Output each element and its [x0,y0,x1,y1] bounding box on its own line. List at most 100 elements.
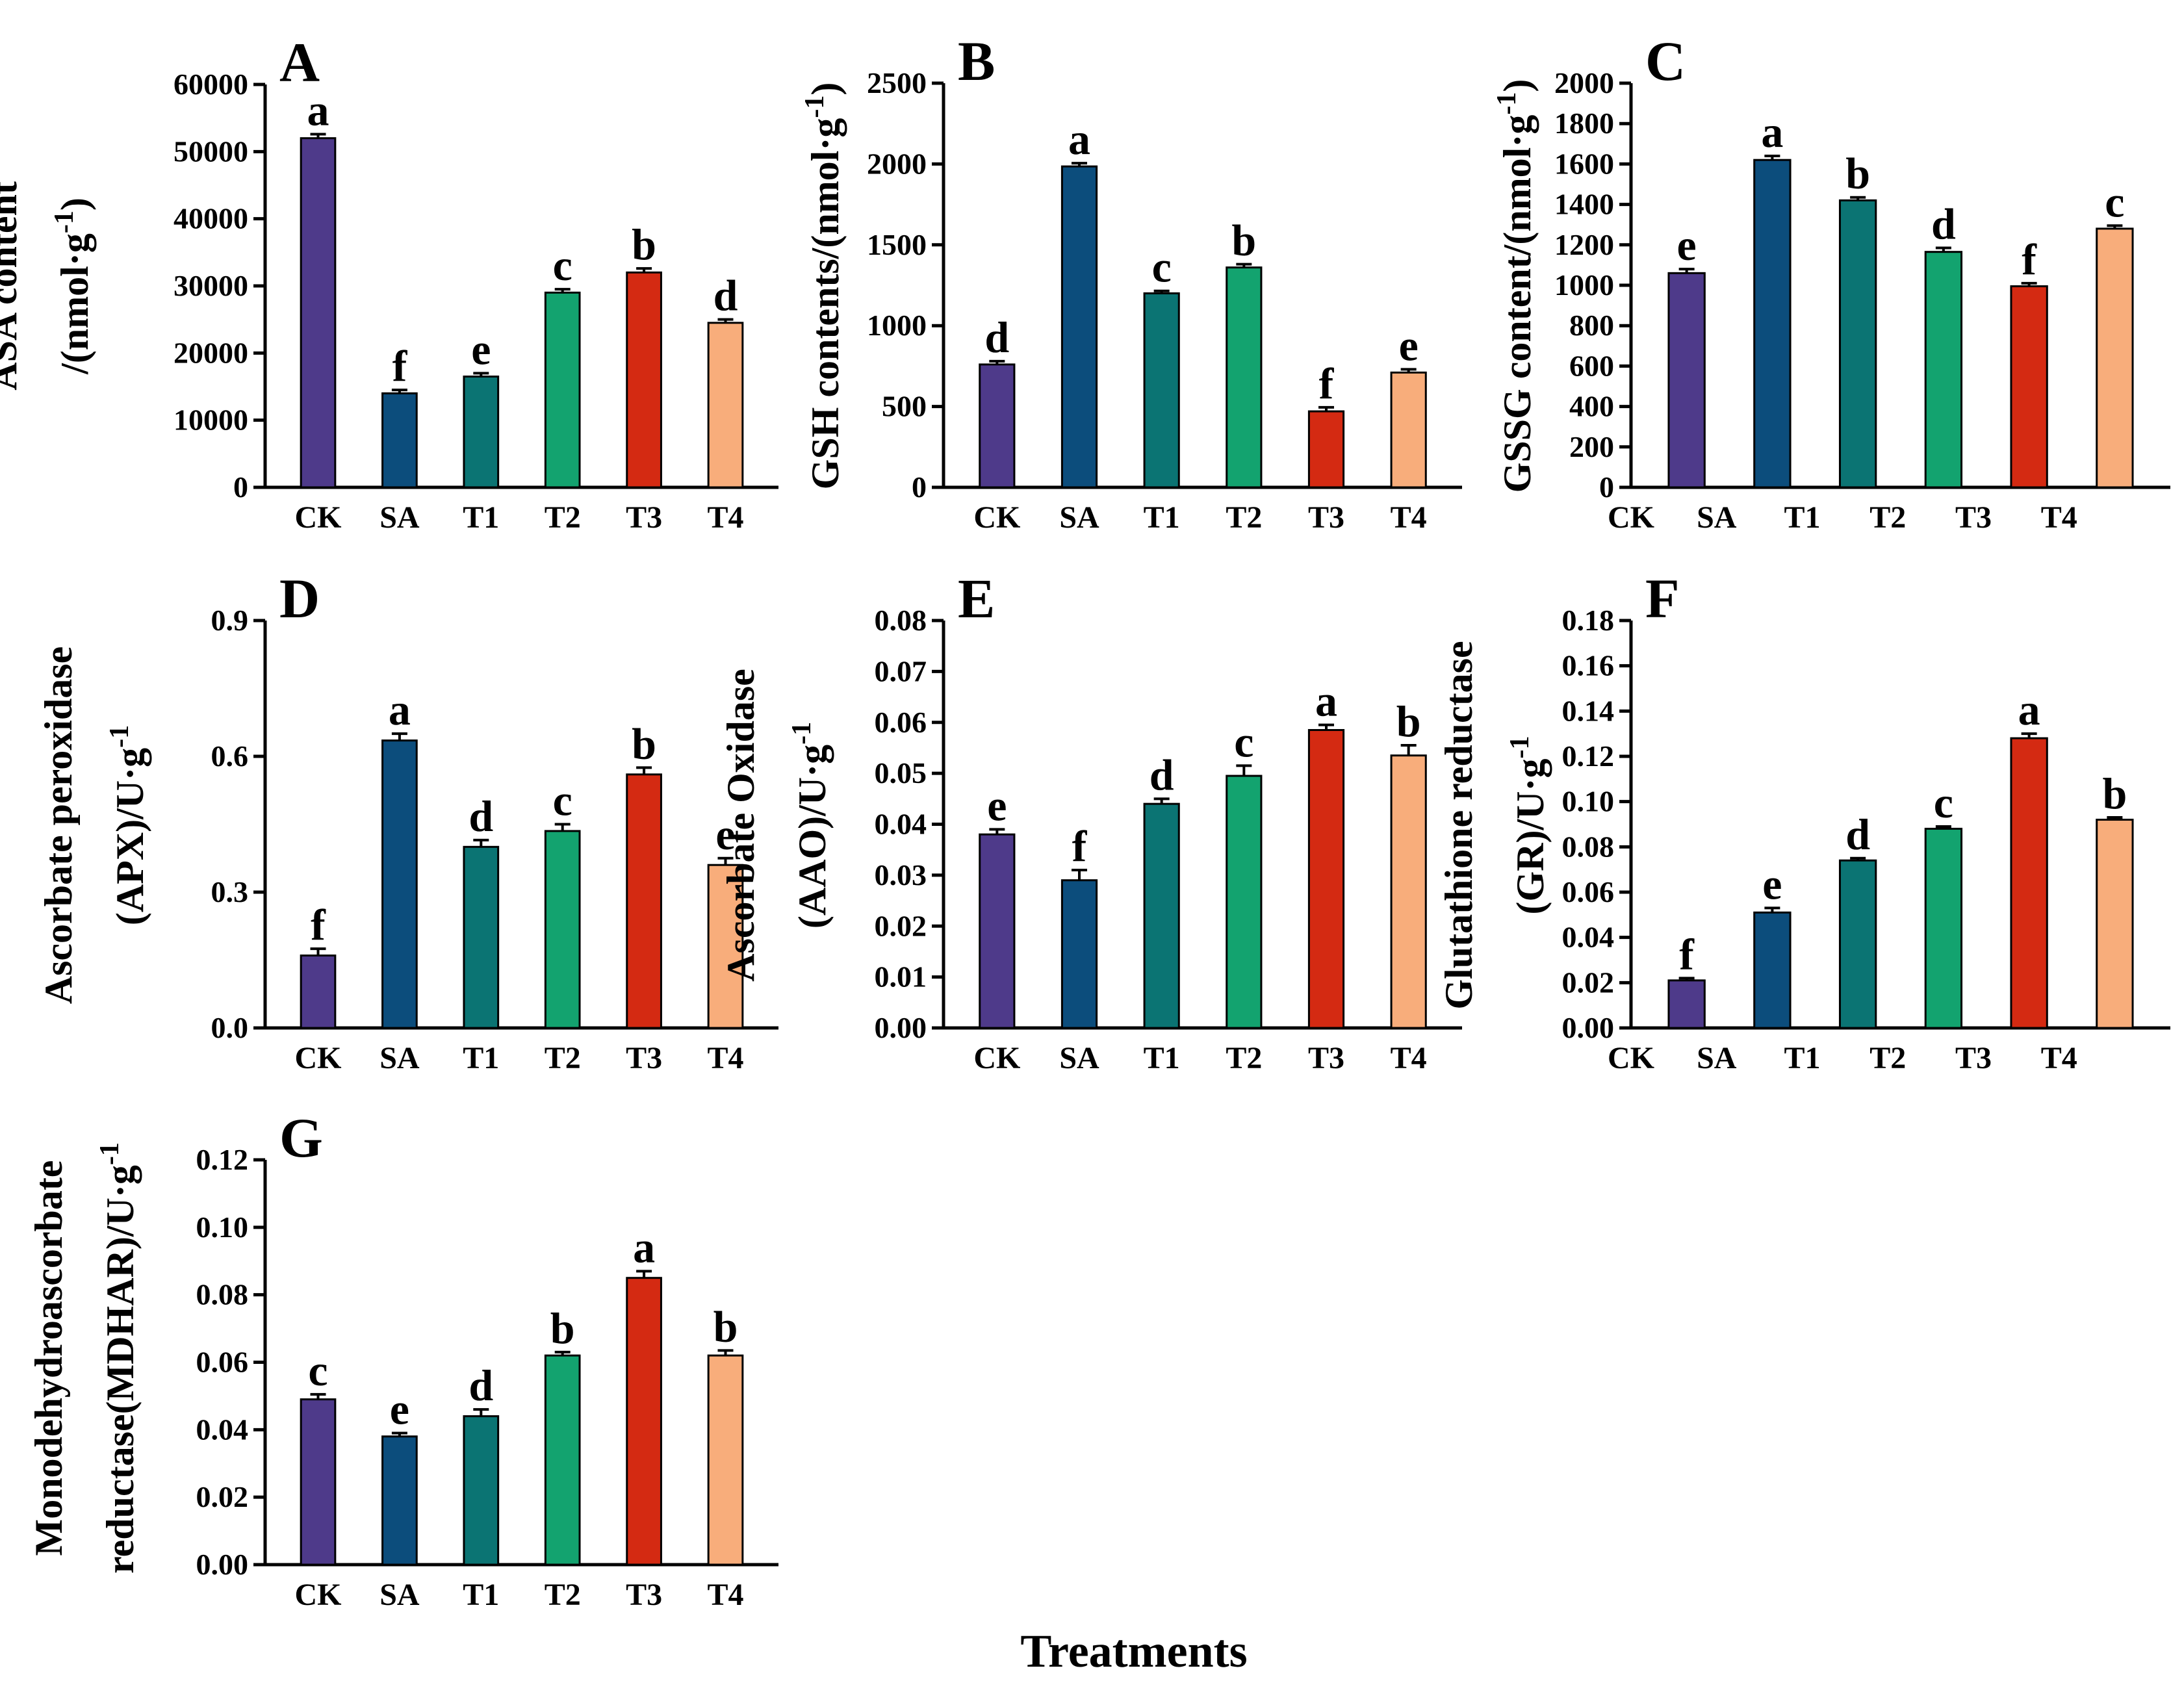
y-tick-label: 400 [1569,390,1614,423]
y-tick-label: 0.00 [196,1548,249,1581]
sig-letter: e [471,324,491,374]
sig-letter: d [1845,810,1870,859]
y-tick-label: 0.14 [1562,694,1615,727]
y-tick-label: 60000 [173,68,248,101]
bar-t2 [544,1354,581,1566]
sig-letter: c [308,1346,328,1395]
y-tick-label: 50000 [173,135,248,168]
panel-letter: C [1645,30,1686,92]
y-tick-label: 0.03 [875,858,927,891]
sig-letter: f [1072,821,1088,871]
x-tick-label: CK [973,500,1020,535]
bar-t2 [544,830,581,1029]
bar-t3 [626,271,662,489]
bar-t4 [707,1354,744,1566]
y-tick-label: 2500 [867,66,927,99]
y-tick-label: 0.00 [1562,1011,1615,1044]
x-tick-label: T2 [1226,500,1262,535]
y-axis-label: ASA content [0,181,25,391]
sig-letter: a [1315,676,1337,726]
sig-letter: f [2022,235,2037,284]
bar-t1 [463,376,500,489]
y-tick-label: 0.10 [1562,785,1615,818]
sig-letter: f [392,341,408,391]
sig-letter: b [1845,149,1870,198]
x-tick-label: T1 [463,1578,499,1612]
y-tick-label: 0.08 [1562,830,1615,863]
sig-letter: a [307,85,329,135]
bar-t3 [1307,729,1345,1029]
panel-d: 0.0 0.3 0.6 0.9 f CK a SA d T1 c T2 b T3 e T4 D Ascorbate… [37,567,778,1075]
y-axis-label: (GR)/U·g-1 [1505,736,1552,915]
panel-letter: B [958,30,995,92]
x-tick-label: T2 [1869,1041,1906,1075]
panel-a: 0 10000 20000 30000 40000 50000 60000 a CK f SA e T1… [0,31,778,535]
x-tick-label: T2 [1226,1041,1262,1075]
bar-sa [1060,165,1098,489]
y-tick-label: 0.08 [196,1278,249,1311]
sig-letter: d [469,1361,493,1410]
x-tick-label: CK [295,1578,342,1612]
bar-t4 [2096,819,2134,1029]
bar-sa [381,1435,418,1566]
sig-letter: c [1152,242,1172,292]
y-tick-label: 0.06 [875,706,927,739]
y-axis-label: (AAO)/U·g-1 [787,722,834,929]
y-tick-label: 1200 [1554,228,1614,261]
y-tick-label: 0.3 [211,875,249,908]
panel-letter: A [279,31,320,94]
bar-ck [1667,272,1706,489]
x-tick-label: T3 [626,1041,662,1075]
bar-t4 [707,322,744,489]
y-tick-label: 10000 [173,404,248,437]
x-tick-label: T4 [2041,500,2077,535]
panel-letter: D [279,567,320,630]
sig-letter: a [633,1222,655,1272]
sig-letter: e [715,810,735,859]
sig-letter: e [390,1385,409,1434]
y-tick-label: 0.9 [211,604,249,637]
bar-ck [300,1398,337,1566]
panels: 0100002000030000400005000060000aCKfSAeT1… [0,30,2170,1612]
y-tick-label: 0.6 [211,739,249,773]
x-tick-label: T1 [1784,1041,1820,1075]
panel-f: 0.00 0.02 0.04 0.06 0.08 0.10 0.12 0.14 0.16 0.18… [1437,567,2170,1075]
bar-t1 [463,1415,500,1566]
bar-t2 [544,291,581,489]
y-tick-label: 0.0 [211,1011,249,1044]
sig-letter: b [713,1301,738,1351]
x-tick-label: T3 [1308,1041,1344,1075]
y-tick-label: 0 [912,470,927,504]
bar-t3 [1307,410,1345,489]
sig-letter: c [553,240,572,290]
bar-ck [979,833,1016,1029]
y-tick-label: 0.16 [1562,649,1615,682]
y-tick-label: 1800 [1554,107,1614,140]
x-tick-label: T1 [463,1041,499,1075]
y-tick-label: 20000 [173,336,248,369]
x-tick-label: SA [379,1041,420,1075]
bar-t1 [1838,859,1877,1029]
x-tick-label: T3 [626,1578,662,1612]
x-tick-label: T2 [1869,500,1906,535]
y-tick-label: 0.12 [196,1143,249,1176]
bar-sa [1753,159,1792,489]
sig-letter: c [553,776,572,825]
sig-letter: e [1399,320,1419,370]
sig-letter: c [1234,717,1253,766]
x-tick-label: CK [973,1041,1020,1075]
y-tick-label: 0.04 [196,1413,249,1446]
y-axis-label: (APX)/U·g-1 [105,725,151,925]
figure-xlabel: Treatments [1020,1625,1247,1677]
bar-t2 [1226,775,1263,1029]
x-tick-label: SA [1059,500,1099,535]
sig-letter: c [2105,177,2124,226]
x-tick-label: T1 [1784,500,1820,535]
y-tick-label: 2000 [867,147,927,180]
y-tick-label: 0.06 [196,1346,249,1379]
y-tick-label: 200 [1569,430,1614,463]
bar-ck [300,955,337,1029]
y-tick-label: 30000 [173,269,248,302]
y-tick-label: 0.04 [875,808,927,841]
